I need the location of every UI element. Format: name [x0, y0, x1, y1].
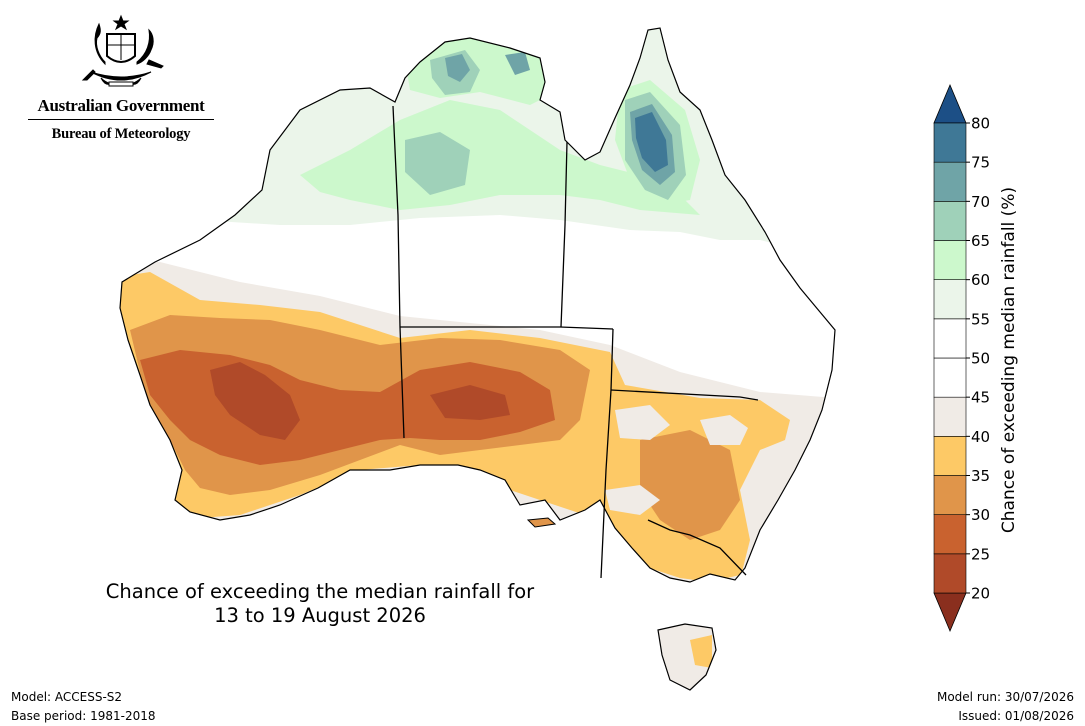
map-title-line2: 13 to 19 August 2026 [214, 604, 426, 627]
colorbar-tick-label-75: 75 [971, 154, 990, 172]
colorbar-tick-label-70: 70 [971, 193, 990, 211]
colorbar-tick-label-65: 65 [971, 232, 990, 250]
colorbar-band-65-70 [933, 201, 967, 241]
tasmania-coastline [657, 623, 717, 691]
colorbar-band-70-75 [933, 161, 967, 202]
colorbar-tick-label-50: 50 [971, 350, 990, 368]
footer-issued: Issued: 01/08/2026 [958, 709, 1074, 723]
logo-divider [28, 119, 214, 120]
colorbar-band-45-50 [933, 357, 967, 398]
government-logo: Australian Government Bureau of Meteorol… [28, 8, 214, 142]
footer-model: Model: ACCESS-S2 [11, 690, 123, 704]
footer-base-period: Base period: 1981-2018 [11, 709, 156, 723]
colorbar-tick-label-20: 20 [971, 585, 990, 603]
colorbar-tick-label-55: 55 [971, 310, 990, 328]
coat-of-arms-icon [81, 14, 164, 87]
colorbar-tick-label-30: 30 [971, 506, 990, 524]
colorbar-band-35-40 [933, 436, 967, 476]
colorbar-ticks: 20 25 30 35 40 45 50 55 60 65 70 75 80 [966, 115, 990, 603]
colorbar-over-arrow [933, 83, 967, 124]
government-name: Australian Government [37, 96, 205, 115]
australia-rainfall-map [119, 27, 836, 691]
colorbar-band-50-55 [933, 318, 967, 359]
kangaroo-island [526, 517, 557, 528]
footer-model-run: Model run: 30/07/2026 [936, 690, 1074, 704]
colorbar-band-75-80 [933, 122, 967, 163]
colorbar-tick-label-80: 80 [971, 115, 990, 133]
colorbar-band-60-65 [933, 240, 967, 280]
map-title: Chance of exceeding the median rainfall … [70, 580, 570, 628]
state-borders [392, 105, 759, 579]
colorbar-under-arrow [933, 592, 967, 633]
colorbar-tick-label-25: 25 [971, 545, 990, 563]
map-title-line1: Chance of exceeding the median rainfall … [105, 580, 535, 603]
colorbar-tick-label-40: 40 [971, 428, 990, 446]
colorbar-tick-label-60: 60 [971, 271, 990, 289]
colorbar-band-40-45 [933, 396, 967, 437]
colorbar-label: Chance of exceeding median rainfall (%) [999, 186, 1019, 534]
agency-name: Bureau of Meteorology [51, 126, 191, 142]
colorbar-tick-label-35: 35 [971, 467, 990, 485]
colorbar-tick-label-45: 45 [971, 389, 990, 407]
mainland-coastline [119, 27, 836, 583]
colorbar-band-55-60 [933, 279, 967, 320]
colorbar: 20 25 30 35 40 45 50 55 60 65 70 75 80 [933, 83, 990, 633]
colorbar-bands [933, 83, 967, 633]
colorbar-band-25-30 [933, 514, 967, 555]
colorbar-band-30-35 [933, 475, 967, 515]
colorbar-band-20-25 [933, 553, 967, 594]
